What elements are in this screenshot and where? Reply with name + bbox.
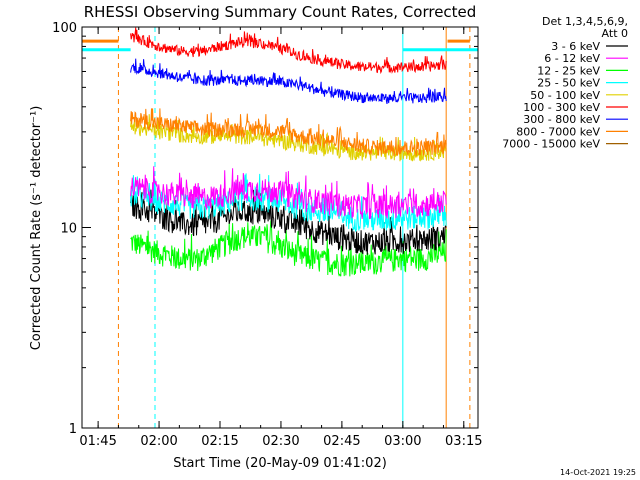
- series-line-0: [130, 189, 447, 255]
- x-tick-label-2: 02:15: [201, 434, 238, 449]
- legend-header-detectors: Det 1,3,4,5,6,9,: [542, 15, 628, 28]
- series-line-1: [130, 166, 447, 220]
- legend-label-0: 3 - 6 keV: [551, 40, 600, 53]
- x-tick-label-1: 02:00: [140, 434, 177, 449]
- y-tick-label-2: 100: [52, 21, 77, 36]
- legend-header-attenuator: Att 0: [602, 27, 628, 40]
- x-tick-label-3: 02:30: [262, 434, 299, 449]
- legend-label-5: 100 - 300 keV: [523, 101, 600, 114]
- chart-title: RHESSI Observing Summary Count Rates, Co…: [84, 3, 477, 21]
- series-line-7: [130, 108, 447, 157]
- y-tick-label-1: 10: [60, 222, 77, 237]
- legend-label-8: 7000 - 15000 keV: [502, 138, 600, 151]
- series-line-6: [130, 58, 447, 105]
- legend-label-4: 50 - 100 keV: [530, 89, 600, 102]
- legend-label-7: 800 - 7000 keV: [516, 125, 600, 138]
- x-axis-label: Start Time (20-May-09 01:41:02): [173, 456, 387, 471]
- y-tick-label-0: 1: [69, 422, 77, 437]
- series-line-5: [130, 27, 447, 75]
- x-tick-label-5: 03:00: [384, 434, 421, 449]
- x-tick-label-4: 02:45: [323, 434, 360, 449]
- footer-timestamp: 14-Oct-2021 19:25: [560, 468, 636, 477]
- legend-label-1: 6 - 12 keV: [544, 52, 600, 65]
- axes: 01:45 02:00 02:15 02:30 02:45 03:00 03:15 1 10 10…: [52, 21, 482, 449]
- legend-label-2: 12 - 25 keV: [537, 64, 600, 77]
- legend-label-6: 300 - 800 keV: [523, 113, 600, 126]
- x-tick-label-0: 01:45: [79, 434, 116, 449]
- series-line-2: [130, 220, 447, 277]
- legend-label-3: 25 - 50 keV: [537, 77, 600, 90]
- y-axis-label: Corrected Count Rate (s⁻¹ detector⁻¹): [29, 106, 44, 351]
- x-tick-label-6: 03:15: [445, 434, 482, 449]
